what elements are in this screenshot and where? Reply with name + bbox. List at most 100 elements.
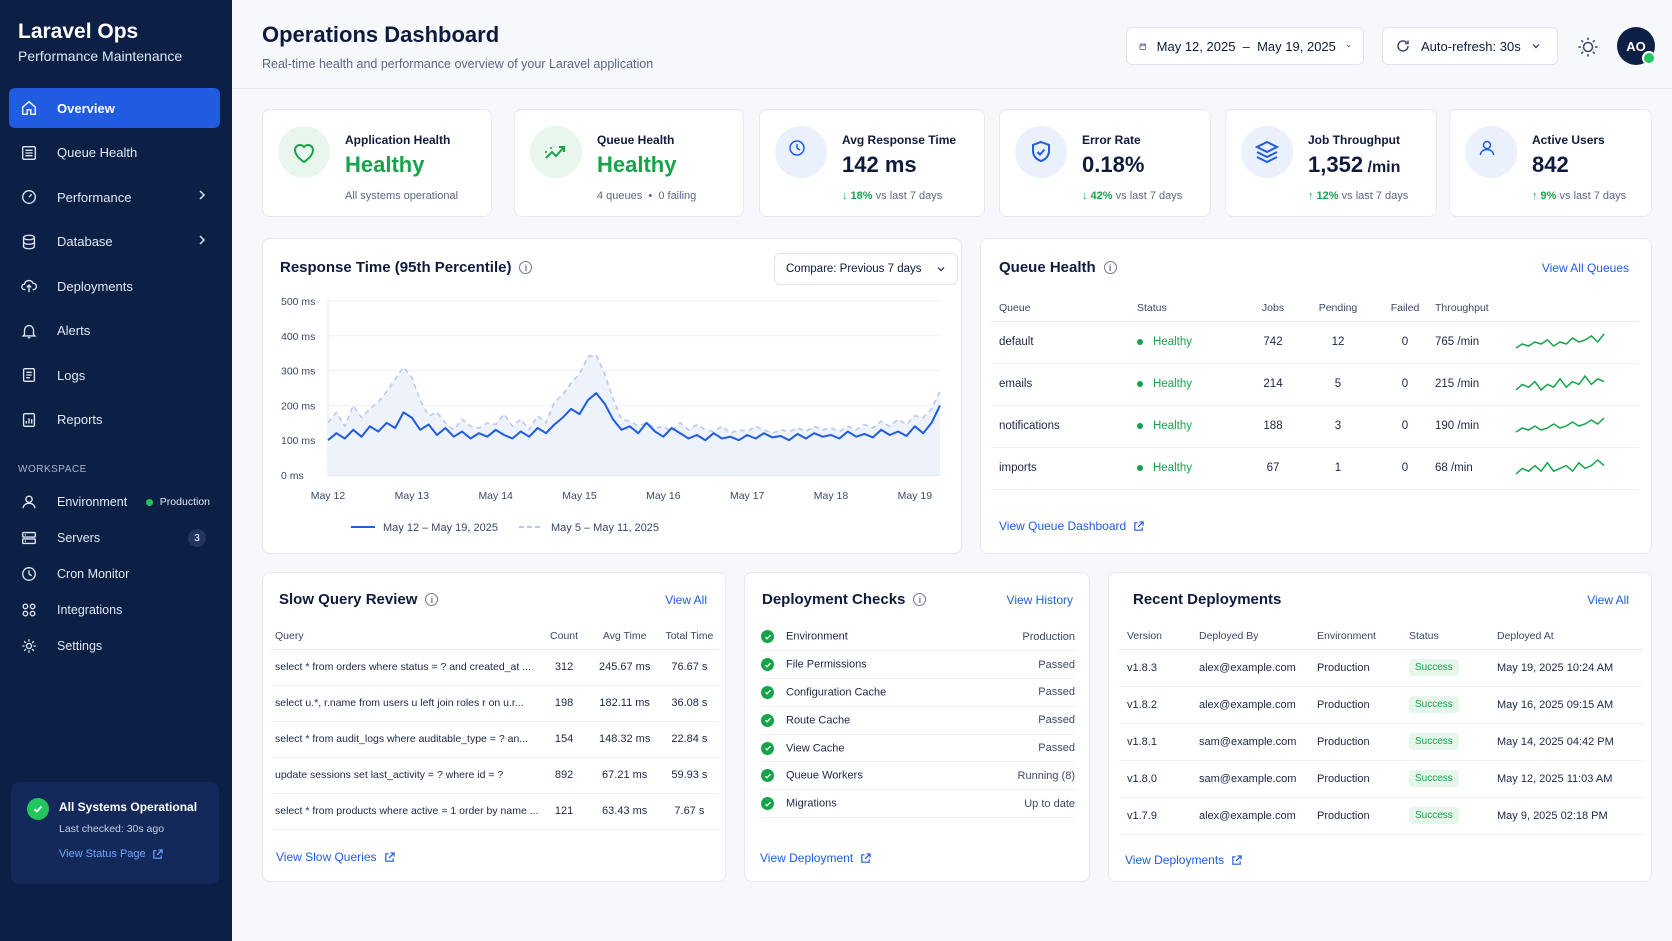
theme-toggle-button[interactable] [1574,33,1602,61]
deploy-version: v1.8.0 [1119,760,1199,798]
kpi-value: 842 [1532,152,1569,178]
kpi-card-avg-response-time: Avg Response Time 142 ms ↓ 18% vs last 7… [759,109,985,217]
queue-throughput: 765 /min [1435,321,1515,364]
info-icon[interactable]: i [913,593,927,606]
view-all-queues-link[interactable]: View All Queues [1541,261,1629,275]
queue-failed: 0 [1375,447,1435,490]
workspace-item-cron-monitor[interactable]: Cron Monitor [9,556,220,592]
deployment-checks-card: Deployment Checks i View History Environm… [744,572,1090,882]
kpi-sub: vs last 7 days [1556,190,1627,202]
deployment-row[interactable]: v1.8.1 sam@example.com Production Succes… [1119,723,1643,761]
view-all-slow-queries-link[interactable]: View All [665,593,707,607]
workspace-item-servers[interactable]: Servers 3 [9,520,220,556]
view-history-link[interactable]: View History [1006,593,1073,607]
view-all-deployments-link[interactable]: View All [1587,593,1629,607]
queue-status-text: Healthy [1153,336,1192,348]
queue-pending: 12 [1301,321,1375,364]
kpi-card-active-users: Active Users 842 ↑ 9% vs last 7 days [1449,109,1652,217]
kpi-label: Error Rate [1082,133,1141,147]
info-icon[interactable]: i [519,261,533,274]
sidebar-item-deployments[interactable]: Deployments [9,266,220,306]
deploy-version: v1.8.3 [1119,649,1199,687]
view-deployments-link[interactable]: View Deployments [1125,853,1242,867]
user-avatar[interactable]: AO [1617,27,1656,65]
view-queue-dashboard-link[interactable]: View Queue Dashboard [999,519,1144,533]
database-icon [19,232,39,252]
sidebar-item-queue-health[interactable]: Queue Health [9,133,220,173]
auto-refresh-label: Auto-refresh: 30s [1421,38,1521,54]
check-value: Running (8) [976,761,1075,791]
status-dot [1137,422,1143,429]
deployment-row[interactable]: v1.7.9 alex@example.com Production Succe… [1119,797,1643,835]
sidebar-item-database[interactable]: Database [9,222,220,262]
sidebar-item-label: Alerts [57,323,91,338]
deploy-at: May 9, 2025 02:18 PM [1497,797,1643,835]
check-value: Passed [976,650,1075,680]
queue-health-card: Queue Health i View All Queues Queue Statu… [980,238,1652,554]
slow-query-row[interactable]: select * from products where active = 1 … [271,793,719,830]
slow-query-row[interactable]: select u.*, r.name from users u left joi… [271,685,719,722]
slow-query-avg: 63.43 ms [589,793,660,830]
info-icon[interactable]: i [425,593,439,606]
workspace-item-settings[interactable]: Settings [9,628,220,664]
slow-query-avg: 67.21 ms [589,757,660,794]
check-row: Migrations Up to date [761,789,1075,819]
queue-row[interactable]: imports Healthy 67 1 0 68 /min [991,447,1639,490]
check-row: Queue Workers Running (8) [761,761,1075,791]
environment-badge: Production [146,496,210,508]
sidebar-item-performance[interactable]: Performance [9,177,220,217]
deployment-row[interactable]: v1.8.2 alex@example.com Production Succe… [1119,686,1643,724]
deploy-by: alex@example.com [1199,797,1317,835]
slow-query-row[interactable]: update sessions set last_activity = ? wh… [271,757,719,794]
view-slow-queries-link[interactable]: View Slow Queries [276,850,395,864]
sun-icon [1578,37,1598,57]
x-tick-label: May 12 [311,490,346,502]
check-circle-icon [761,658,774,672]
kpi-label: Active Users [1532,133,1605,147]
kpi-value: 1,352 /min [1308,152,1400,178]
recent-deployments-card: Recent Deployments View All Version Deplo… [1108,572,1652,882]
view-deployment-link[interactable]: View Deployment [760,851,871,865]
sidebar-item-logs[interactable]: Logs [9,355,220,395]
auto-refresh-dropdown[interactable]: Auto-refresh: 30s [1382,27,1558,65]
sidebar-item-overview[interactable]: Overview [9,88,220,128]
external-link-icon [1232,854,1242,865]
sidebar-item-alerts[interactable]: Alerts [9,311,220,351]
deployment-checks-title: Deployment Checks i [762,591,927,608]
legend-label: May 12 – May 19, 2025 [383,522,498,534]
kpi-trend: ↑ 12% [1308,190,1339,202]
slow-query-row[interactable]: select * from audit_logs where auditable… [271,721,719,758]
kpi-value: 142 ms [842,152,917,178]
workspace-item-environment[interactable]: Environment Production [9,484,220,520]
check-value: Passed [976,678,1075,707]
status-link-label: View Status Page [59,848,146,860]
kpi-value-text: 142 ms [842,152,917,177]
comparison-area [328,354,940,475]
workspace-item-integrations[interactable]: Integrations [9,592,220,628]
deploys-col-environment: Environment [1317,623,1409,650]
deploy-status: Success [1409,723,1497,761]
queue-name: imports [991,447,1137,490]
compare-dropdown[interactable]: Compare: Previous 7 days [774,253,958,285]
slow-query-avg: 182.11 ms [589,685,660,722]
slow-query-row[interactable]: select * from orders where status = ? an… [271,649,719,686]
queue-col-pending: Pending [1301,295,1375,322]
info-icon[interactable]: i [1103,261,1117,274]
system-status-card: All Systems Operational Last checked: 30… [11,782,219,884]
queue-row[interactable]: default Healthy 742 12 0 765 /min [991,321,1639,364]
queue-pending: 5 [1301,363,1375,406]
compare-label: Compare: Previous 7 days [786,263,922,275]
check-circle-icon [27,798,49,820]
date-range-picker[interactable]: May 12, 2025 – May 19, 2025 [1126,27,1364,65]
user-icon [1465,126,1517,178]
deployment-row[interactable]: v1.8.0 sam@example.com Production Succes… [1119,760,1643,798]
queue-row[interactable]: emails Healthy 214 5 0 215 /min [991,363,1639,406]
deployment-row[interactable]: v1.8.3 alex@example.com Production Succe… [1119,649,1643,687]
sidebar-item-reports[interactable]: Reports [9,400,220,440]
queue-footer-label: View Queue Dashboard [999,519,1127,533]
check-circle-icon [761,685,774,699]
kpi-label: Avg Response Time [842,133,957,147]
external-link-icon [861,852,871,863]
queue-row[interactable]: notifications Healthy 188 3 0 190 /min [991,405,1639,448]
view-status-page-link[interactable]: View Status Page [59,848,163,860]
